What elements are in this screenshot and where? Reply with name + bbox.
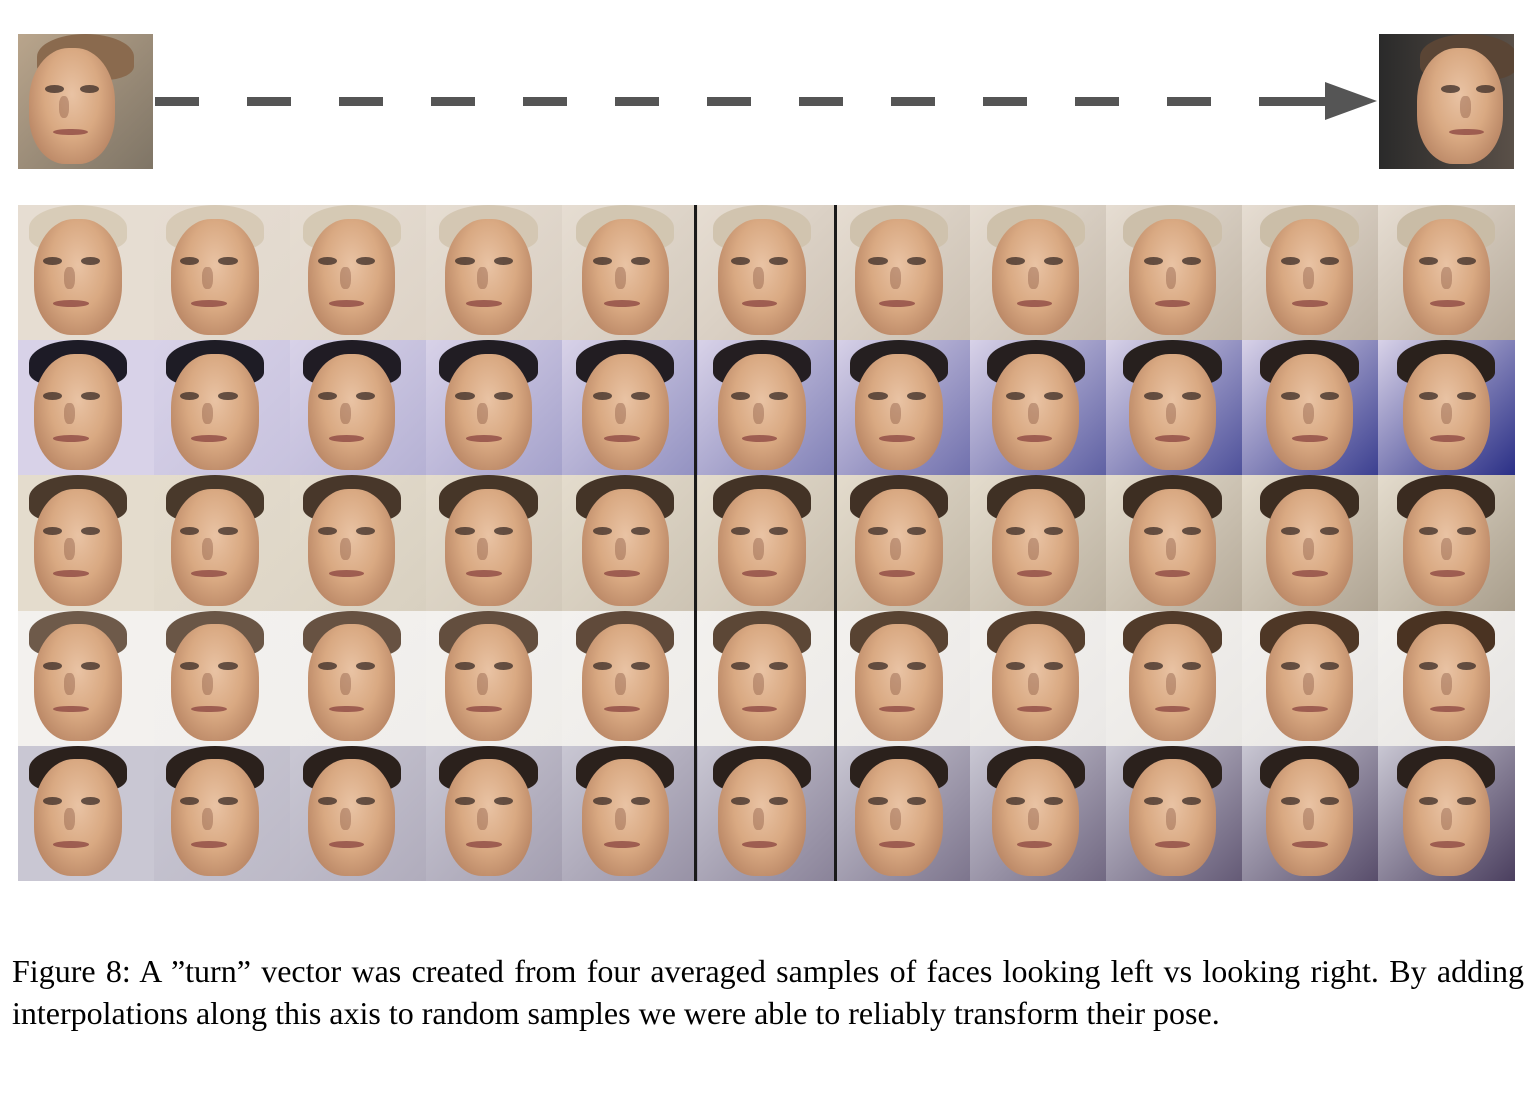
face-sample-r5-c11	[1378, 745, 1515, 882]
face-sample-r3-c10	[1242, 475, 1379, 612]
face-sample-r3-c2	[154, 475, 291, 612]
face-sample-r2-c2	[154, 340, 291, 476]
face-sample-r4-c9	[1106, 610, 1243, 747]
face-sample-r2-c9	[1106, 340, 1243, 476]
face-sample-r2-c8	[970, 340, 1107, 476]
grid-divider-right	[834, 205, 837, 881]
face-sample-r4-c11	[1378, 610, 1515, 747]
face-sample-r4-c2	[154, 610, 291, 747]
face-sample-r4-c10	[1242, 610, 1379, 747]
face-sample-r5-c2	[154, 745, 291, 882]
face-sample-r2-c10	[1242, 340, 1379, 476]
face-sample-r3-c6	[698, 475, 835, 612]
face-sample-r1-c3	[290, 205, 427, 341]
face-sample-r3-c11	[1378, 475, 1515, 612]
face-sample-r5-c4	[426, 745, 563, 882]
face-sample-r4-c3	[290, 610, 427, 747]
face-sample-r2-c6	[698, 340, 835, 476]
face-sample-r5-c8	[970, 745, 1107, 882]
face-sample-r4-c8	[970, 610, 1107, 747]
face-sample-r1-c4	[426, 205, 563, 341]
face-sample-r3-c5	[562, 475, 699, 612]
face-sample-r4-c4	[426, 610, 563, 747]
face-sample-r5-c9	[1106, 745, 1243, 882]
face-sample-r1-c1	[18, 205, 155, 341]
face-sample-r5-c6	[698, 745, 835, 882]
face-sample-r3-c3	[290, 475, 427, 612]
face-sample-r2-c3	[290, 340, 427, 476]
face-sample-r1-c10	[1242, 205, 1379, 341]
interpolation-face-grid	[18, 205, 1515, 882]
face-sample-r5-c7	[834, 745, 971, 882]
face-sample-r4-c5	[562, 610, 699, 747]
face-sample-r4-c6	[698, 610, 835, 747]
face-sample-r5-c5	[562, 745, 699, 882]
figure-caption: Figure 8: A ”turn” vector was created fr…	[12, 953, 1524, 1031]
face-sample-r2-c4	[426, 340, 563, 476]
arrow-head-icon	[1325, 82, 1377, 120]
face-sample-r5-c3	[290, 745, 427, 882]
face-sample-r1-c7	[834, 205, 971, 341]
face-sample-r4-c1	[18, 610, 155, 747]
face-sample-r1-c9	[1106, 205, 1243, 341]
face-sample-r1-c5	[562, 205, 699, 341]
face-sample-r3-c1	[18, 475, 155, 612]
face-sample-r2-c11	[1378, 340, 1515, 476]
face-sample-r3-c4	[426, 475, 563, 612]
face-sample-r3-c8	[970, 475, 1107, 612]
face-sample-r3-c9	[1106, 475, 1243, 612]
face-sample-r3-c7	[834, 475, 971, 612]
face-sample-r5-c10	[1242, 745, 1379, 882]
face-sample-r1-c2	[154, 205, 291, 341]
face-sample-r1-c11	[1378, 205, 1515, 341]
source-face-image	[18, 34, 153, 169]
face-sample-r4-c7	[834, 610, 971, 747]
face-sample-r2-c5	[562, 340, 699, 476]
face-sample-r2-c1	[18, 340, 155, 476]
target-face-image	[1379, 34, 1514, 169]
face-sample-r2-c7	[834, 340, 971, 476]
face-sample-r5-c1	[18, 745, 155, 882]
grid-divider-left	[694, 205, 697, 881]
face-sample-r1-c6	[698, 205, 835, 341]
face-sample-r1-c8	[970, 205, 1107, 341]
